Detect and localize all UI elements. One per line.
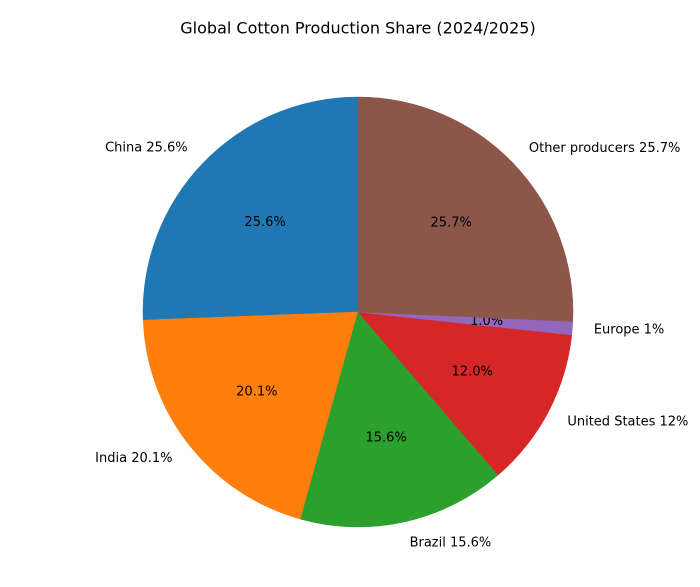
slice-label: United States 12%	[567, 415, 688, 430]
slice-label: Brazil 15.6%	[410, 535, 492, 550]
pie-slice	[357, 96, 574, 322]
value-label: 15.6%	[365, 430, 406, 445]
pie-slice	[142, 311, 359, 520]
slice-label: Other producers 25.7%	[529, 141, 681, 156]
slice-label: Europe 1%	[594, 322, 664, 337]
value-label: 20.1%	[236, 385, 277, 400]
value-label: 12.0%	[452, 365, 493, 380]
value-label: 25.7%	[431, 215, 472, 230]
value-label: 25.6%	[244, 215, 285, 230]
pie-slice	[357, 311, 573, 476]
pie-slice	[142, 96, 359, 321]
pie-slice	[300, 311, 499, 528]
slice-label: China 25.6%	[105, 140, 188, 155]
chart-title: Global Cotton Production Share (2024/202…	[180, 19, 535, 38]
slice-label: India 20.1%	[95, 451, 172, 466]
